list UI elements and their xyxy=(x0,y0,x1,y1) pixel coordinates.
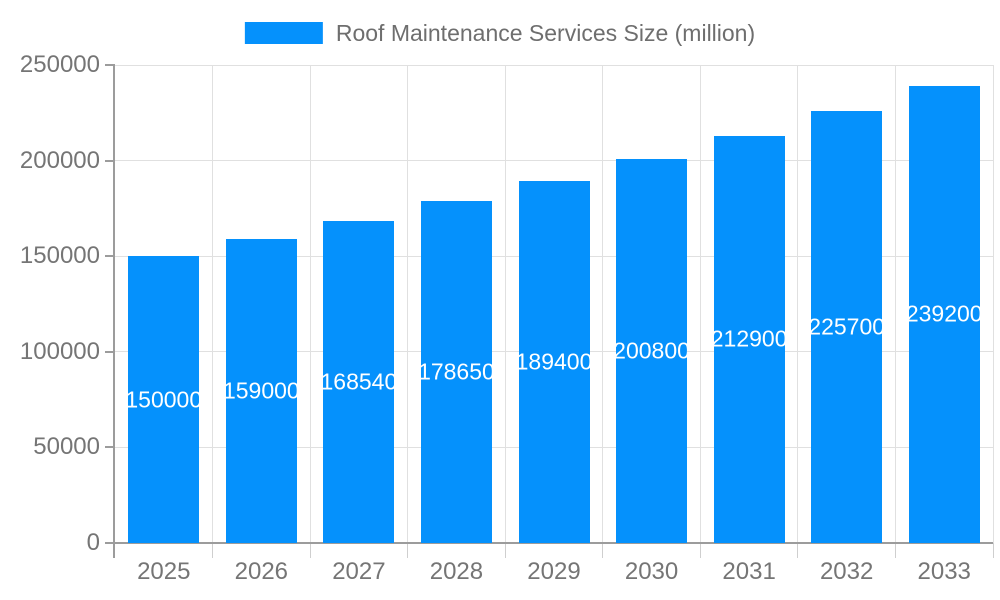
y-tick-label: 50000 xyxy=(33,433,100,461)
x-axis-tick xyxy=(407,543,409,558)
x-tick-label: 2033 xyxy=(917,558,971,585)
x-gridline xyxy=(992,65,994,543)
bar: 178650 xyxy=(420,201,492,543)
x-tick-label: 2032 xyxy=(819,558,874,585)
bar-value-label: 159000 xyxy=(225,377,297,404)
bar: 212900 xyxy=(713,135,785,543)
y-axis-tick xyxy=(105,350,115,353)
y-tick-label: 150000 xyxy=(19,242,100,270)
bar-value-label: 212900 xyxy=(713,325,785,352)
x-axis-tick xyxy=(504,543,506,558)
x-tick-label: 2027 xyxy=(332,558,386,585)
bar: 200800 xyxy=(616,159,688,543)
legend-swatch xyxy=(244,22,323,44)
bar-value-label: 150000 xyxy=(128,386,200,413)
x-axis-tick xyxy=(992,543,994,558)
bar: 239200 xyxy=(908,85,980,543)
y-tick-label: 200000 xyxy=(19,146,100,174)
x-gridline xyxy=(797,65,799,543)
bar-value-label: 239200 xyxy=(908,300,980,327)
x-axis-tick xyxy=(699,543,701,558)
y-gridline xyxy=(115,64,993,66)
x-tick-label: 2028 xyxy=(429,558,484,585)
y-axis-line xyxy=(113,65,115,558)
bar: 189400 xyxy=(518,180,590,543)
y-tick-label: 0 xyxy=(86,529,100,556)
bar: 168540 xyxy=(323,220,395,543)
x-axis-line xyxy=(105,542,993,544)
x-gridline xyxy=(699,65,701,543)
chart-legend[interactable]: Roof Maintenance Services Size (million) xyxy=(244,20,756,46)
bar: 159000 xyxy=(225,238,297,543)
x-tick-label: 2031 xyxy=(722,558,776,585)
legend-label: Roof Maintenance Services Size (million) xyxy=(335,20,756,46)
x-tick-label: 2029 xyxy=(527,558,581,585)
y-axis-tick xyxy=(105,446,115,449)
bar-value-label: 225700 xyxy=(811,313,883,340)
x-gridline xyxy=(602,65,604,543)
x-axis-tick xyxy=(212,543,214,558)
bar: 150000 xyxy=(128,256,200,543)
y-axis-tick xyxy=(105,64,115,66)
x-axis-tick xyxy=(602,543,604,558)
y-gridline xyxy=(115,160,993,162)
x-gridline xyxy=(407,65,409,543)
x-axis-tick xyxy=(309,543,311,558)
bar-value-label: 178650 xyxy=(420,358,492,385)
x-gridline xyxy=(504,65,506,543)
y-axis-tick xyxy=(105,255,115,258)
bar-value-label: 200800 xyxy=(616,337,688,364)
bar-value-label: 168540 xyxy=(323,368,395,395)
bar-value-label: 189400 xyxy=(518,348,590,375)
x-axis-tick xyxy=(797,543,799,558)
bar: 225700 xyxy=(811,111,883,543)
x-gridline xyxy=(309,65,311,543)
x-axis-tick xyxy=(894,543,896,558)
x-tick-label: 2026 xyxy=(234,558,289,585)
y-tick-label: 100000 xyxy=(19,337,100,365)
x-tick-label: 2030 xyxy=(624,558,679,585)
x-gridline xyxy=(894,65,896,543)
x-tick-label: 2025 xyxy=(137,558,191,585)
y-axis-tick xyxy=(105,159,115,162)
x-gridline xyxy=(212,65,214,543)
y-tick-label: 250000 xyxy=(19,51,100,78)
